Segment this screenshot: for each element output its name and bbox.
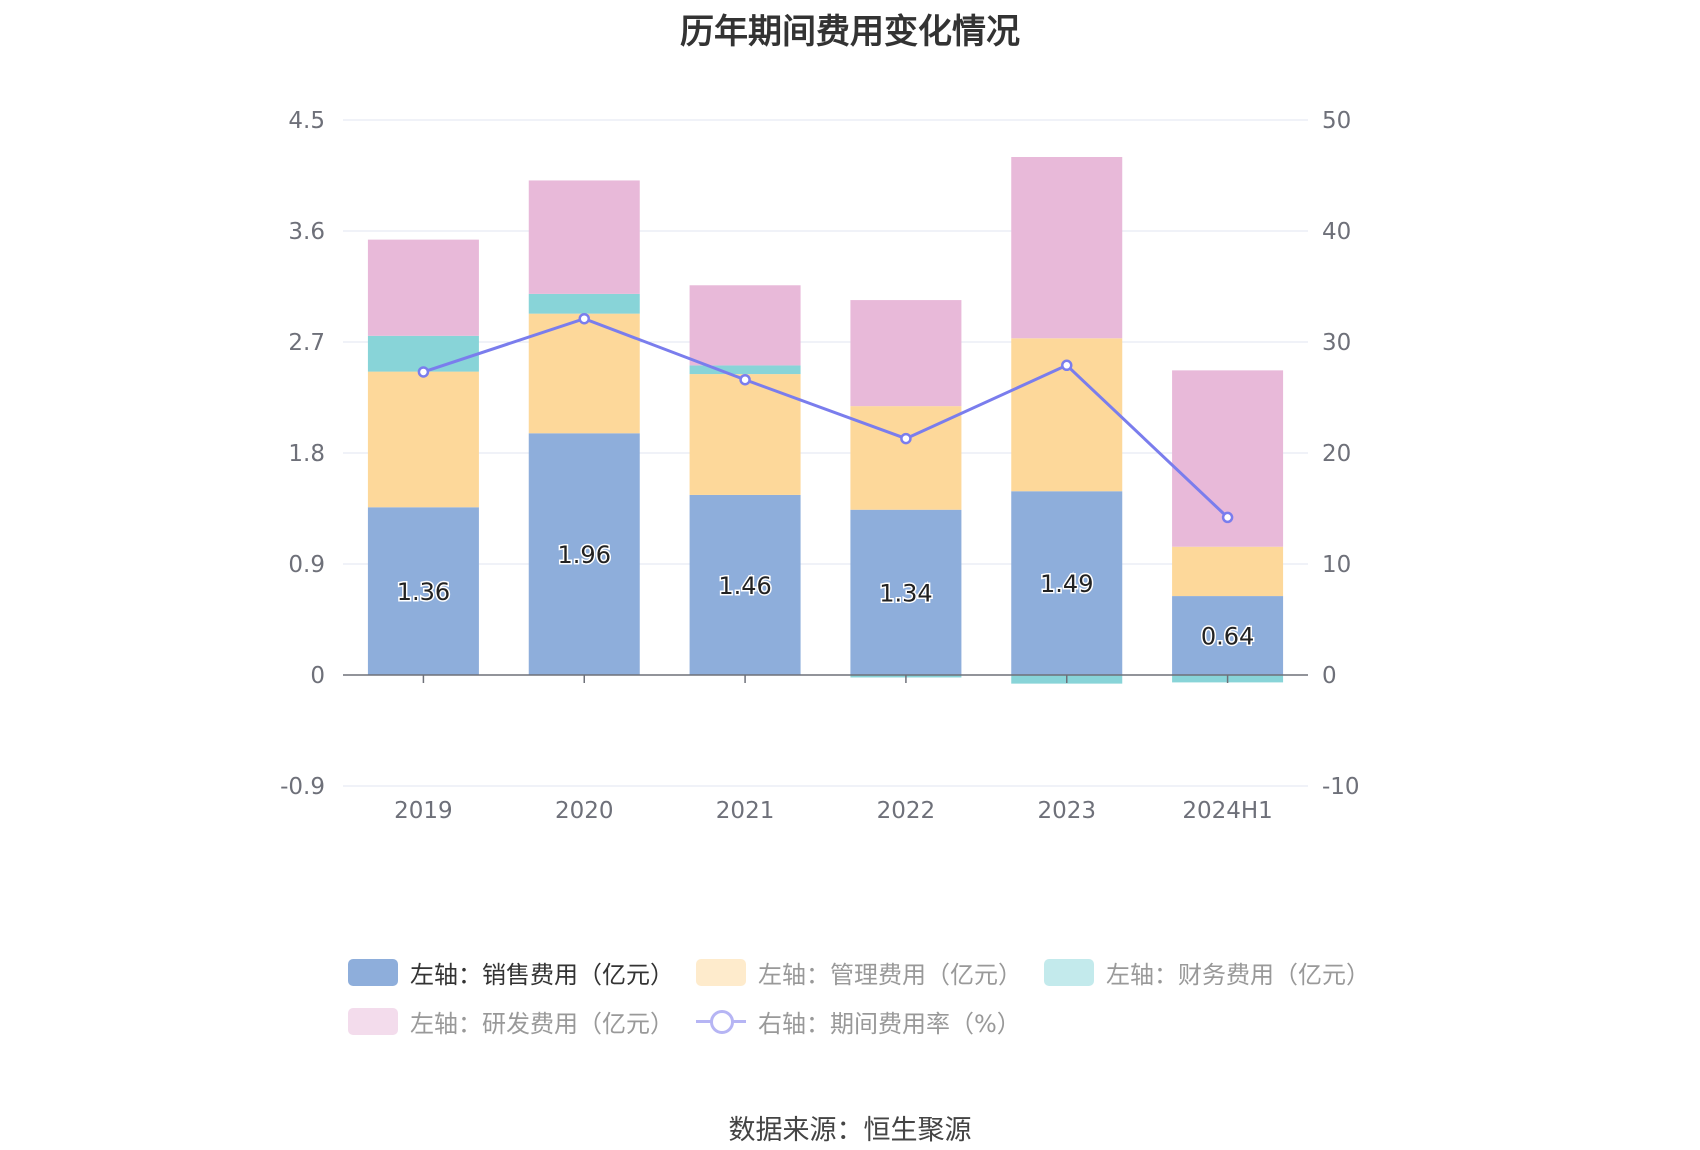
bar-2020-s0 [528, 433, 640, 675]
x-tick-label: 2023 [1037, 798, 1096, 824]
rate-point-2023 [1061, 359, 1073, 372]
rate-point-2022 [900, 432, 912, 445]
x-tick-label: 2024H1 [1182, 798, 1272, 824]
sales-value-label: 1.46 [718, 572, 771, 600]
right-tick-label: 30 [1322, 330, 1351, 356]
bar-2020-s2 [528, 293, 640, 314]
data-labels: 1.36 1.96 1.46 1.34 1.49 0.64 [395, 540, 1256, 652]
legend-item-rate[interactable]: 右轴：期间费用率（%） [696, 1004, 1021, 1039]
left-tick-label: 0 [310, 663, 325, 689]
right-tick-label: 10 [1322, 552, 1351, 578]
right-tick-label: 50 [1322, 108, 1351, 134]
legend-swatch-rnd [348, 1008, 398, 1035]
legend-label-finance: 左轴：财务费用（亿元） [1106, 961, 1370, 989]
x-tick-label: 2019 [394, 798, 453, 824]
left-tick-label: 3.6 [288, 219, 325, 245]
bar-2021-s0 [689, 494, 801, 675]
bar-2020-s3 [528, 180, 640, 294]
legend-item-sales[interactable]: 左轴：销售费用（亿元） [348, 955, 674, 990]
bar-2019-s2 [367, 335, 479, 372]
left-tick-label: -0.9 [280, 774, 325, 800]
bar-2024H1-s0 [1172, 596, 1284, 675]
right-tick-label: 20 [1322, 441, 1351, 467]
legend-item-admin[interactable]: 左轴：管理费用（亿元） [696, 955, 1022, 990]
bar-2022-s1 [850, 406, 962, 510]
bar-2023-s0 [1011, 491, 1123, 675]
sales-value-label: 1.49 [1040, 570, 1093, 598]
sales-value-label: 0.64 [1201, 623, 1254, 651]
data-source: 数据来源：恒生聚源 [728, 1115, 972, 1146]
bar-2021-s3 [689, 285, 801, 366]
x-tick-label: 2022 [877, 798, 936, 824]
bars [367, 157, 1284, 684]
bar-2021-s2 [689, 365, 801, 375]
axes: 4.5 50 3.6 40 2.7 30 1.8 20 0.9 10 0 0 -0.9 -10 2019 20… [280, 108, 1359, 824]
legend-item-finance[interactable]: 左轴：财务费用（亿元） [1044, 955, 1370, 990]
left-tick-label: 4.5 [288, 108, 325, 134]
legend-swatch-sales [348, 959, 398, 986]
bar-2022-s3 [850, 300, 962, 407]
legend-label-rate: 右轴：期间费用率（%） [758, 1010, 1021, 1038]
right-tick-label: -10 [1322, 774, 1360, 800]
right-tick-label: 40 [1322, 219, 1351, 245]
legend-label-rnd: 左轴：研发费用（亿元） [410, 1010, 674, 1038]
rate-point-2019 [417, 366, 430, 378]
bar-2019-s1 [367, 371, 479, 508]
grid-lines [343, 119, 1308, 787]
bar-2024H1-s1 [1172, 546, 1284, 597]
rate-point-2024H1 [1221, 511, 1234, 524]
legend-swatch-finance [1044, 959, 1094, 986]
left-tick-label: 1.8 [288, 441, 325, 467]
rate-point-2021 [739, 373, 751, 386]
bar-2019-s0 [367, 507, 479, 675]
bar-2019-s3 [367, 239, 479, 336]
left-tick-label: 0.9 [288, 552, 325, 578]
rate-point-2020 [578, 312, 590, 325]
sales-value-label: 1.96 [558, 541, 611, 569]
legend-item-rnd[interactable]: 左轴：研发费用（亿元） [348, 1004, 674, 1039]
rate-line [417, 312, 1234, 524]
legend-label-sales: 左轴：销售费用（亿元） [410, 961, 674, 989]
bar-2022-s0 [850, 509, 962, 675]
bar-2023-s3 [1011, 157, 1123, 339]
bar-2021-s1 [689, 374, 801, 495]
x-tick-label: 2020 [555, 798, 614, 824]
legend-swatch-admin [696, 959, 746, 986]
sales-value-label: 1.34 [879, 579, 932, 607]
chart-title: 历年期间费用变化情况 [680, 12, 1020, 52]
legend-label-admin: 左轴：管理费用（亿元） [758, 961, 1022, 989]
sales-value-label: 1.36 [397, 578, 450, 606]
left-tick-label: 2.7 [288, 330, 325, 356]
right-tick-label: 0 [1322, 663, 1337, 689]
rate-polyline [422, 317, 1229, 519]
x-tick-label: 2021 [716, 798, 775, 824]
legend-line-icon [696, 1008, 746, 1035]
